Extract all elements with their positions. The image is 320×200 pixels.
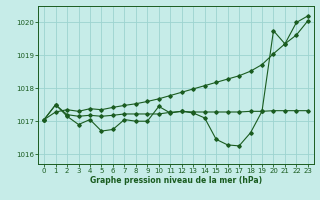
X-axis label: Graphe pression niveau de la mer (hPa): Graphe pression niveau de la mer (hPa): [90, 176, 262, 185]
